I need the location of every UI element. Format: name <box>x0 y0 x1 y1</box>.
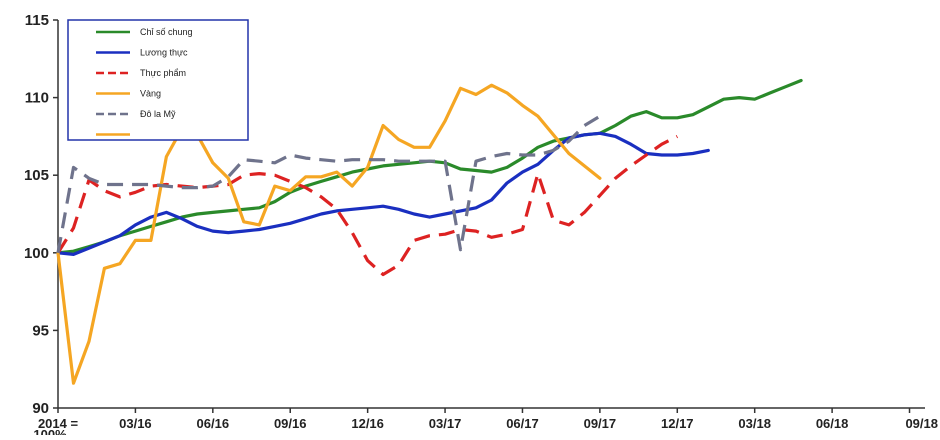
x-tick-label: 06/16 <box>197 416 230 431</box>
x-tick-label: 12/17 <box>661 416 694 431</box>
y-tick-label: 105 <box>24 167 49 184</box>
x-tick-label: 03/18 <box>738 416 771 431</box>
x-tick-label: 09/16 <box>274 416 307 431</box>
x-tick-label: 06/17 <box>506 416 539 431</box>
series-layer <box>56 78 803 385</box>
legend: Chỉ số chung Lương thực Thực phẩm Vàng Đô la… <box>67 19 249 141</box>
x-tick-label: 2014 = <box>38 416 79 431</box>
legend-label-2: Lương thực <box>140 48 188 58</box>
series-line-4 <box>56 83 602 385</box>
legend-label-5: Đô la Mỹ <box>140 109 176 119</box>
y-tick-label: 90 <box>32 400 49 417</box>
legend-label-1: Chỉ số chung <box>140 27 193 37</box>
axes-layer: 90 95 100 105 110 115 2014 = 03/16 06/16 09/16 12/… <box>24 12 938 440</box>
y-tick-label: 110 <box>25 90 49 107</box>
legend-label-3: Thực phẩm <box>140 68 186 78</box>
legend-label-4: Vàng <box>140 89 161 99</box>
x-tick-label-line2: 100% <box>33 427 67 435</box>
x-tick-label: 09/18 <box>905 416 938 431</box>
series-line-2 <box>56 131 710 256</box>
y-tick-label: 100 <box>24 245 49 262</box>
y-tick-label: 115 <box>25 12 49 29</box>
x-tick-label: 06/18 <box>816 416 849 431</box>
x-tick-label: 12/16 <box>351 416 384 431</box>
series-line-5 <box>56 114 601 254</box>
legend-box <box>67 19 249 141</box>
x-tick-label: 03/16 <box>119 416 152 431</box>
x-tick-label: 09/17 <box>584 416 617 431</box>
x-tick-label: 03/17 <box>429 416 462 431</box>
y-tick-label: 95 <box>32 322 49 339</box>
